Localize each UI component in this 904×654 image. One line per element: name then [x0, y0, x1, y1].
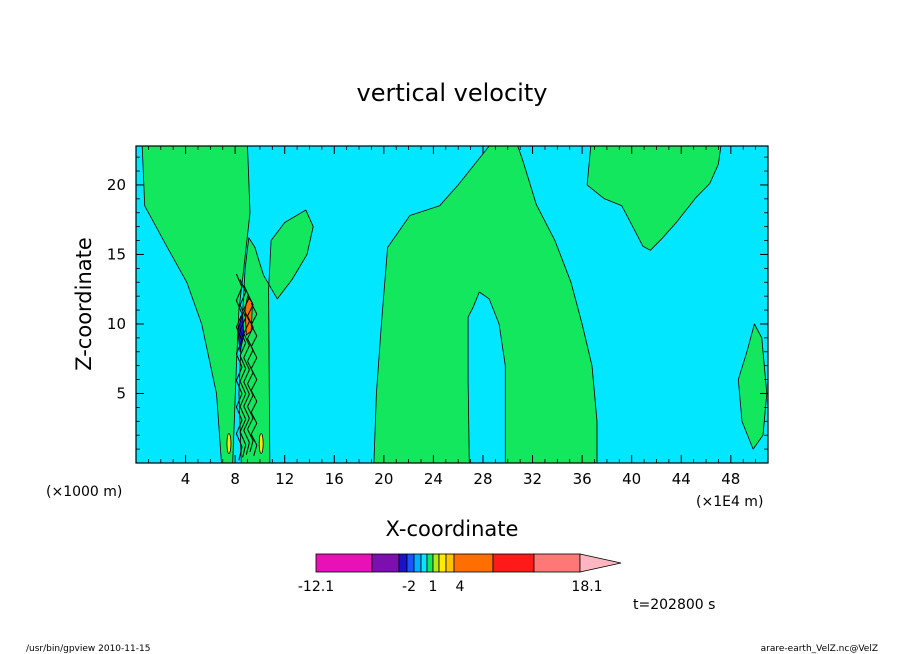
footer-right: arare-earth_VelZ.nc@VelZ — [761, 644, 878, 654]
x-tick-label: 16 — [325, 470, 344, 488]
positive-lens-right — [258, 433, 264, 454]
colorbar-tick-label: 1 — [429, 579, 438, 595]
x-unit-left: (×1000 m) — [46, 484, 122, 500]
colorbar-arrow — [579, 553, 622, 573]
x-tick-label: 36 — [573, 470, 592, 488]
colorbar-tick-label: -12.1 — [298, 579, 334, 595]
colorbar-segment — [453, 553, 494, 573]
contour-line — [250, 302, 258, 457]
x-tick-label: 20 — [374, 470, 393, 488]
y-tick-label: 10 — [107, 315, 126, 333]
y-tick-label: 20 — [107, 176, 126, 194]
x-unit-right: (×1E4 m) — [696, 494, 763, 510]
x-axis-label: X-coordinate — [386, 517, 519, 541]
x-tick-label: 12 — [275, 470, 294, 488]
colorbar-segment — [420, 553, 428, 573]
contour-line — [243, 284, 250, 455]
contour-line — [239, 279, 247, 458]
x-tick-label: 4 — [181, 470, 191, 488]
time-label: t=202800 s — [633, 597, 715, 613]
x-tick-label: 8 — [230, 470, 240, 488]
x-tick-label: 44 — [672, 470, 691, 488]
chart-title: vertical velocity — [357, 79, 548, 107]
colorbar-segment — [398, 553, 408, 573]
positive-lens-left — [226, 433, 232, 454]
colorbar-segment — [406, 553, 415, 573]
footer-left: /usr/bin/gpview 2010-11-15 — [26, 644, 150, 654]
contour-region-left-plume — [141, 146, 251, 463]
colorbar-tick-label: 18.1 — [571, 579, 602, 595]
colorbar-segment — [492, 553, 535, 573]
x-tick-label: 40 — [622, 470, 641, 488]
plot-frame — [135, 145, 769, 464]
colorbar-tick-label: -2 — [402, 579, 416, 595]
colorbar-segment — [413, 553, 422, 573]
colorbar-segment — [438, 553, 447, 573]
x-tick-label: 32 — [523, 470, 542, 488]
contour-region-center-plume — [373, 146, 598, 463]
colorbar-segment — [371, 553, 400, 573]
colorbar: -12.1 -2 1 4 18.1 — [298, 553, 622, 595]
contour-region-left-branch — [238, 209, 314, 463]
colorbar-segment — [432, 553, 440, 573]
colorbar-segment — [445, 553, 455, 573]
contour-regions — [141, 146, 768, 463]
contour-line — [235, 273, 243, 461]
colorbar-segment — [315, 553, 373, 573]
y-axis-label: Z-coordinate — [72, 237, 96, 371]
contour-region-right-blob — [737, 323, 768, 450]
colorbar-segment — [426, 553, 434, 573]
y-tick-label: 5 — [116, 384, 126, 402]
colorbar-tick-label: 4 — [456, 579, 465, 595]
y-tick-label: 15 — [107, 245, 126, 263]
x-tick-label: 48 — [721, 470, 740, 488]
updraft-contour-lines — [235, 273, 258, 461]
x-tick-label: 24 — [424, 470, 443, 488]
x-tick-label: 28 — [473, 470, 492, 488]
colorbar-segment — [533, 553, 581, 573]
contour-region-upper-right-cap — [586, 146, 722, 251]
